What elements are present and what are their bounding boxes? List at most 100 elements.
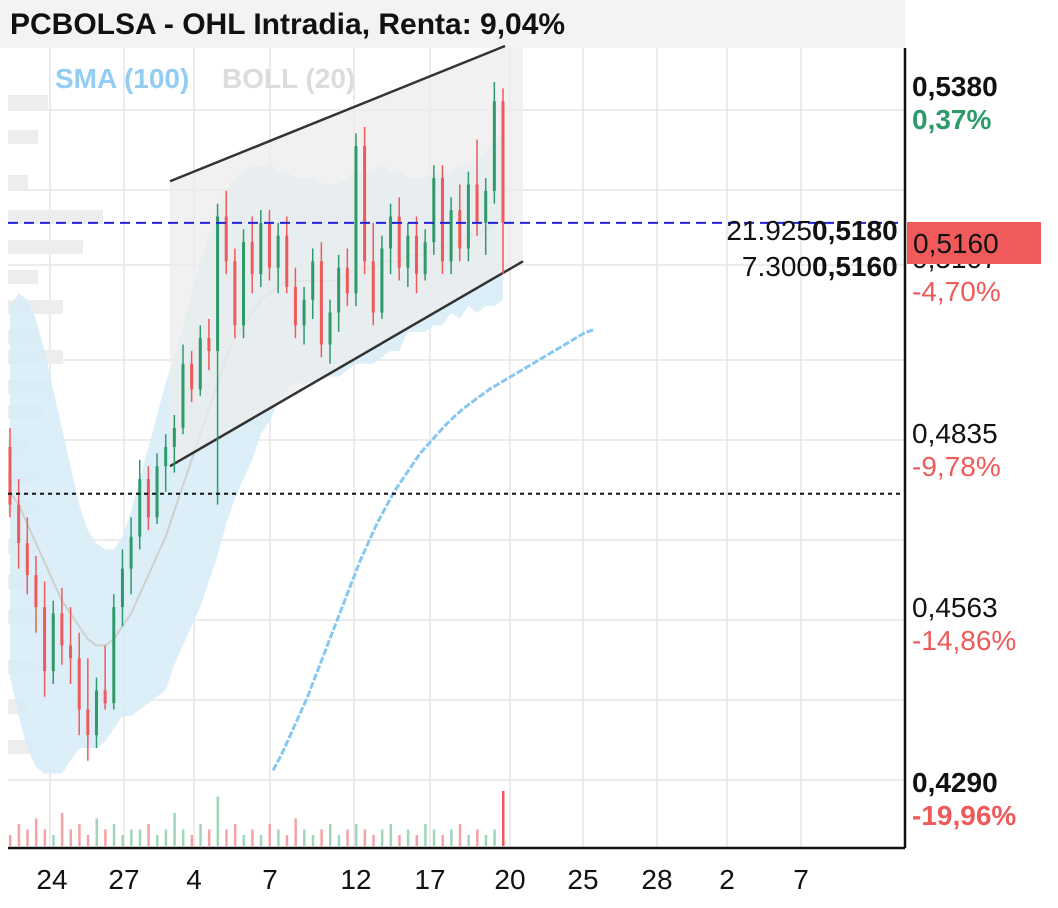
volume-bar (450, 829, 453, 846)
profile-bar (8, 270, 38, 284)
current-price-label: 0,5160 (913, 228, 999, 259)
volume-bar (320, 829, 323, 846)
candle-body (164, 447, 168, 467)
volume-bar (415, 835, 419, 846)
candle-body (172, 427, 176, 448)
candle-body (181, 363, 185, 428)
candle-body (328, 312, 332, 345)
volume-bar (363, 829, 367, 846)
volume-bar (181, 829, 185, 846)
price-tick-pct: -4,70% (912, 276, 1001, 307)
volume-bar (372, 835, 375, 846)
candle-body (60, 613, 64, 646)
candle-body (440, 178, 444, 262)
volume-bar (380, 829, 384, 846)
channel-fill (170, 48, 523, 467)
candle-body (363, 146, 367, 262)
candle-body (138, 479, 142, 537)
volume-bar (294, 818, 297, 846)
profile-bar (8, 130, 38, 144)
candle-body (406, 235, 410, 268)
candle-body (242, 242, 246, 326)
volume-bar (389, 824, 393, 846)
volume-bar (259, 835, 263, 846)
price-tick-label: 0,4290 (912, 767, 998, 798)
volume-bar (34, 818, 38, 846)
candle-body (302, 299, 306, 326)
volume-bar (60, 813, 64, 846)
candle-body (224, 216, 228, 262)
candle-body (69, 645, 73, 659)
volume-bar (458, 824, 462, 846)
x-tick-label: 2 (719, 864, 735, 895)
chart-title: PCBOLSA - OHL Intradia, Renta: 9,04% (10, 8, 566, 41)
volume-bar (432, 829, 436, 846)
x-tick-label: 28 (641, 864, 672, 895)
candle-body (449, 210, 453, 262)
volume-bar (346, 829, 349, 846)
volume-bar (52, 835, 55, 846)
legend-boll: BOLL (20) (222, 63, 355, 94)
reference-lines (8, 221, 905, 495)
volume-bar (303, 829, 306, 846)
candle-body (432, 178, 436, 243)
volume-bar (121, 835, 124, 846)
volume-bar (43, 829, 47, 846)
profile-bar (8, 210, 103, 224)
trend-channel (169, 44, 524, 468)
volume-bar (156, 835, 159, 846)
price-tick-pct: -14,86% (912, 625, 1016, 656)
order-price: 0,5180 (812, 215, 898, 246)
candle-body (475, 184, 479, 223)
candle-body (94, 690, 98, 736)
volume-bar (285, 835, 289, 846)
volume-bar (173, 813, 176, 846)
volume-bar (190, 835, 194, 846)
price-tick-label: 0,5380 (912, 71, 998, 102)
candle-body (397, 216, 401, 268)
volume-bar (476, 829, 479, 846)
volume-bar (502, 791, 505, 846)
volume-bar (69, 829, 73, 846)
volume-bar (207, 829, 211, 846)
volume-bar (311, 835, 315, 846)
channel-lower-line (169, 260, 524, 468)
candle-body (423, 242, 427, 275)
profile-bar (8, 175, 28, 189)
candle-body (112, 607, 116, 704)
candle-body (354, 146, 358, 294)
volume-bar (398, 835, 401, 846)
candle-body (458, 210, 462, 249)
x-tick-label: 17 (414, 864, 445, 895)
volume-bar (216, 796, 220, 846)
x-tick-label: 27 (108, 864, 139, 895)
candle-body (198, 338, 202, 390)
price-tick-label: 0,4563 (912, 592, 998, 623)
volume-bar (424, 824, 427, 846)
candle-body (311, 261, 315, 300)
candle-body (207, 338, 211, 351)
volume-bar (233, 824, 237, 846)
candle-body (86, 709, 90, 736)
candle-body (129, 536, 133, 569)
candle-body (17, 504, 21, 544)
volume-bar (484, 835, 488, 846)
legend-sma: SMA (100) (55, 63, 189, 94)
candle-body (216, 216, 220, 351)
x-tick-label: 12 (340, 864, 371, 895)
order-qty: 21.925 (726, 215, 812, 246)
candle-body (285, 235, 289, 287)
candle-body (51, 613, 55, 672)
candle-body (25, 543, 29, 576)
candle-body (259, 222, 263, 275)
volume-bar (277, 829, 280, 846)
volume-bar (406, 829, 410, 846)
candle-body (492, 101, 496, 191)
volume-bar (95, 818, 98, 846)
volume-bar (112, 824, 116, 846)
price-tick-pct: -9,78% (912, 451, 1001, 482)
candle-body (43, 607, 47, 672)
order-price: 0,5160 (812, 251, 898, 282)
